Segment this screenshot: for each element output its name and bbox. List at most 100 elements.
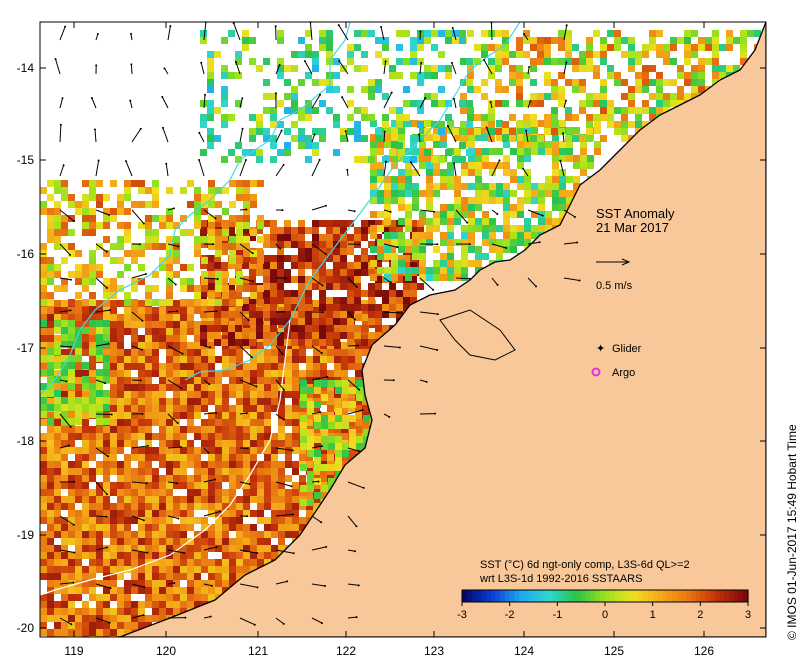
sst-cell — [488, 114, 495, 121]
sst-cell — [82, 278, 89, 285]
sst-cell — [363, 415, 370, 422]
sst-cell — [489, 169, 496, 176]
sst-cell — [271, 454, 278, 461]
sst-cell — [200, 241, 207, 248]
sst-cell — [298, 79, 305, 86]
sst-cell — [628, 58, 635, 65]
sst-cell — [314, 380, 321, 387]
sst-cell — [159, 405, 166, 412]
current-vector — [275, 64, 281, 75]
sst-cell — [187, 426, 194, 433]
sst-cell — [61, 629, 68, 636]
sst-cell — [131, 391, 138, 398]
sst-cell — [173, 222, 180, 229]
sst-cell — [354, 128, 361, 135]
colorbar-segment — [690, 590, 697, 602]
current-vector-head — [358, 388, 361, 391]
sst-cell — [370, 120, 377, 127]
current-vector — [95, 379, 106, 384]
sst-cell — [201, 433, 208, 440]
sst-cell — [531, 190, 538, 197]
current-vector-head — [380, 25, 383, 28]
sst-cell — [489, 246, 496, 253]
sst-cell — [319, 283, 326, 290]
sst-cell — [54, 573, 61, 580]
sst-cell — [40, 201, 47, 208]
sst-cell — [410, 51, 417, 58]
current-vector — [311, 345, 323, 354]
sst-cell — [326, 51, 333, 58]
current-vector-head — [177, 245, 180, 248]
sst-cell — [264, 363, 271, 370]
sst-cell — [124, 552, 131, 559]
sst-cell — [243, 363, 250, 370]
sst-cell — [194, 292, 201, 299]
sst-cell — [440, 211, 447, 218]
sst-cell — [291, 262, 298, 269]
sst-cell — [40, 369, 47, 376]
sst-cell — [68, 243, 75, 250]
sst-cell — [349, 401, 356, 408]
sst-cell — [277, 255, 284, 262]
sst-cell — [166, 328, 173, 335]
sst-cell — [580, 169, 587, 176]
sst-cell — [341, 433, 348, 440]
sst-cell — [180, 433, 187, 440]
current-vector-head — [424, 96, 427, 99]
sst-cell — [229, 391, 236, 398]
sst-cell — [166, 566, 173, 573]
sst-cell — [159, 489, 166, 496]
sst-cell — [431, 65, 438, 72]
sst-cell — [398, 190, 405, 197]
sst-cell — [208, 363, 215, 370]
sst-cell — [726, 30, 733, 37]
sst-cell — [410, 156, 417, 163]
sst-cell — [348, 363, 355, 370]
colorbar-segment — [743, 590, 749, 602]
sst-cell — [242, 37, 249, 44]
sst-cell — [298, 318, 305, 325]
sst-cell — [180, 594, 187, 601]
sst-cell — [389, 304, 396, 311]
longitude-axis: 119 120 121 122 123 124 125 126 — [64, 22, 714, 658]
sst-cell — [370, 134, 377, 141]
sst-cell — [375, 51, 382, 58]
sst-cell — [159, 461, 166, 468]
sst-cell — [531, 120, 538, 127]
sst-cell — [145, 229, 152, 236]
sst-cell — [103, 334, 110, 341]
sst-cell — [291, 304, 298, 311]
sst-cell — [250, 391, 257, 398]
sst-cell — [495, 128, 502, 135]
sst-cell — [328, 422, 335, 429]
sst-cell — [222, 496, 229, 503]
sst-cell — [412, 232, 419, 239]
sst-cell — [468, 260, 475, 267]
sst-cell — [559, 211, 566, 218]
sst-cell — [340, 276, 347, 283]
sst-cell — [173, 566, 180, 573]
sst-cell — [586, 37, 593, 44]
sst-cell — [445, 37, 452, 44]
sst-cell — [82, 538, 89, 545]
sst-cell — [298, 128, 305, 135]
sst-cell — [354, 262, 361, 269]
sst-cell — [187, 285, 194, 292]
sst-cell — [312, 142, 319, 149]
sst-cell — [110, 559, 117, 566]
sst-cell — [312, 227, 319, 234]
current-vector-head — [54, 58, 57, 61]
sst-cell — [180, 412, 187, 419]
colorbar-segment — [614, 590, 620, 602]
sst-cell — [461, 211, 468, 218]
sst-cell — [236, 180, 243, 187]
sst-cell — [40, 454, 47, 461]
sst-cell — [292, 461, 299, 468]
sst-cell — [271, 496, 278, 503]
sst-cell — [314, 464, 321, 471]
sst-cell — [89, 335, 96, 342]
sst-cell — [502, 86, 509, 93]
sst-cell — [201, 552, 208, 559]
sst-cell — [396, 297, 403, 304]
sst-cell — [138, 419, 145, 426]
